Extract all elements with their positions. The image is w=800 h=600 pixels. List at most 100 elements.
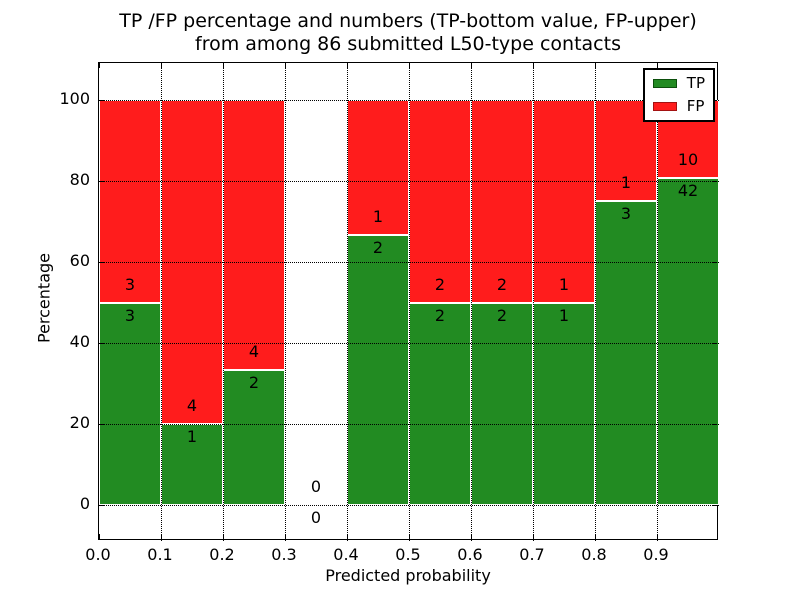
count-labels-layer: 3 3 4 1 4 2 0 0 1 2 2 2 2 2 1 1 1 3 10 42 — [99, 63, 717, 539]
x-tick-label: 0.0 — [85, 545, 111, 564]
tick-mark-bottom — [471, 534, 472, 539]
tick-mark-right — [712, 262, 717, 263]
x-tick-label: 0.1 — [147, 545, 173, 564]
gridline-vertical — [409, 63, 410, 541]
x-tick-label: 0.4 — [333, 545, 359, 564]
tick-mark-top — [409, 63, 410, 68]
tick-mark-top — [347, 63, 348, 68]
tick-mark-bottom — [223, 534, 224, 539]
count-label-fp: 1 — [558, 274, 570, 294]
bar-segment-tp — [471, 302, 533, 505]
tick-mark-bottom — [595, 534, 596, 539]
gridline-vertical — [657, 63, 658, 541]
tick-mark-bottom — [409, 534, 410, 539]
tick-mark-top — [471, 63, 472, 68]
tick-mark-left — [99, 424, 104, 425]
legend-label: FP — [686, 97, 705, 115]
legend-entry: FP — [652, 97, 705, 115]
tick-mark-right — [712, 343, 717, 344]
y-tick-label: 60 — [69, 251, 90, 270]
chart-title: TP /FP percentage and numbers (TP-bottom… — [98, 10, 718, 56]
tick-mark-top — [533, 63, 534, 68]
count-label-fp: 1 — [372, 207, 384, 226]
gridline-vertical — [285, 63, 286, 541]
x-tick-label: 0.7 — [519, 545, 545, 564]
count-label-fp: 1 — [620, 173, 632, 193]
count-label-fp: 0 — [310, 477, 322, 496]
tick-mark-right — [712, 505, 717, 506]
bar-segment-fp — [471, 100, 533, 303]
count-label-fp: 3 — [124, 274, 136, 294]
x-axis-label: Predicted probability — [325, 566, 491, 585]
count-label-fp: 10 — [677, 149, 699, 169]
x-tick-label: 0.8 — [581, 545, 607, 564]
gridline-vertical — [533, 63, 534, 541]
tick-mark-top — [657, 63, 658, 68]
count-label-fp: 2 — [496, 274, 508, 294]
count-label-tp: 2 — [372, 238, 384, 257]
gridline-vertical — [161, 63, 162, 541]
tick-marks-layer — [99, 63, 717, 539]
chart-title-line1: TP /FP percentage and numbers (TP-bottom… — [119, 10, 697, 32]
tick-mark-bottom — [533, 534, 534, 539]
tick-mark-left — [99, 343, 104, 344]
count-label-tp: 1 — [186, 427, 198, 446]
tick-mark-top — [285, 63, 286, 68]
plot-area: 3 3 4 1 4 2 0 0 1 2 2 2 2 2 1 1 1 3 10 42 TP FP — [98, 62, 719, 541]
y-tick-label: 0 — [79, 494, 90, 513]
count-label-fp: 4 — [186, 396, 198, 415]
bar-segment-fp — [223, 100, 285, 370]
legend-entry: TP — [652, 74, 705, 92]
count-label-tp: 0 — [310, 508, 322, 527]
count-label-tp: 3 — [124, 305, 136, 325]
legend: TP FP — [642, 68, 715, 122]
grid-layer — [99, 63, 719, 541]
tick-mark-bottom — [347, 534, 348, 539]
chart-title-line2: from among 86 submitted L50-type contact… — [195, 33, 621, 55]
x-tick-label: 0.3 — [271, 545, 297, 564]
count-label-tp: 1 — [558, 305, 570, 325]
y-tick-label: 40 — [69, 332, 90, 351]
count-label-fp: 2 — [434, 274, 446, 294]
tick-mark-top — [595, 63, 596, 68]
gridline-vertical — [223, 63, 224, 541]
y-tick-label: 100 — [59, 89, 90, 108]
x-tick-label: 0.2 — [209, 545, 235, 564]
count-label-tp: 3 — [620, 204, 632, 224]
count-label-tp: 2 — [434, 305, 446, 325]
tick-mark-bottom — [99, 534, 100, 539]
gridline-vertical — [595, 63, 596, 541]
count-label-fp: 4 — [248, 342, 260, 361]
tick-mark-left — [99, 100, 104, 101]
y-tick-label: 20 — [69, 413, 90, 432]
x-tick-label: 0.6 — [457, 545, 483, 564]
legend-label: TP — [686, 74, 705, 92]
tick-mark-bottom — [657, 534, 658, 539]
count-label-tp: 2 — [248, 373, 260, 392]
x-tick-label: 0.9 — [643, 545, 669, 564]
tick-mark-left — [99, 262, 104, 263]
tick-mark-right — [712, 181, 717, 182]
bar-segment-tp — [99, 302, 161, 505]
bar-segment-fp — [533, 100, 595, 303]
legend-swatch-tp-icon — [652, 79, 677, 88]
tick-mark-left — [99, 505, 104, 506]
tick-mark-top — [223, 63, 224, 68]
count-label-tp: 42 — [677, 180, 699, 200]
count-label-tp: 2 — [496, 305, 508, 325]
gridline-vertical — [347, 63, 348, 541]
tick-mark-right — [712, 424, 717, 425]
x-tick-label: 0.5 — [395, 545, 421, 564]
tick-mark-top — [99, 63, 100, 68]
tick-mark-bottom — [161, 534, 162, 539]
tick-mark-bottom — [285, 534, 286, 539]
tick-mark-left — [99, 181, 104, 182]
gridline-vertical — [471, 63, 472, 541]
bar-segment-fp — [99, 100, 161, 303]
y-tick-label: 80 — [69, 170, 90, 189]
bar-segment-tp — [657, 177, 719, 505]
tick-mark-top — [161, 63, 162, 68]
legend-swatch-fp-icon — [652, 102, 677, 111]
bar-segment-fp — [409, 100, 471, 303]
